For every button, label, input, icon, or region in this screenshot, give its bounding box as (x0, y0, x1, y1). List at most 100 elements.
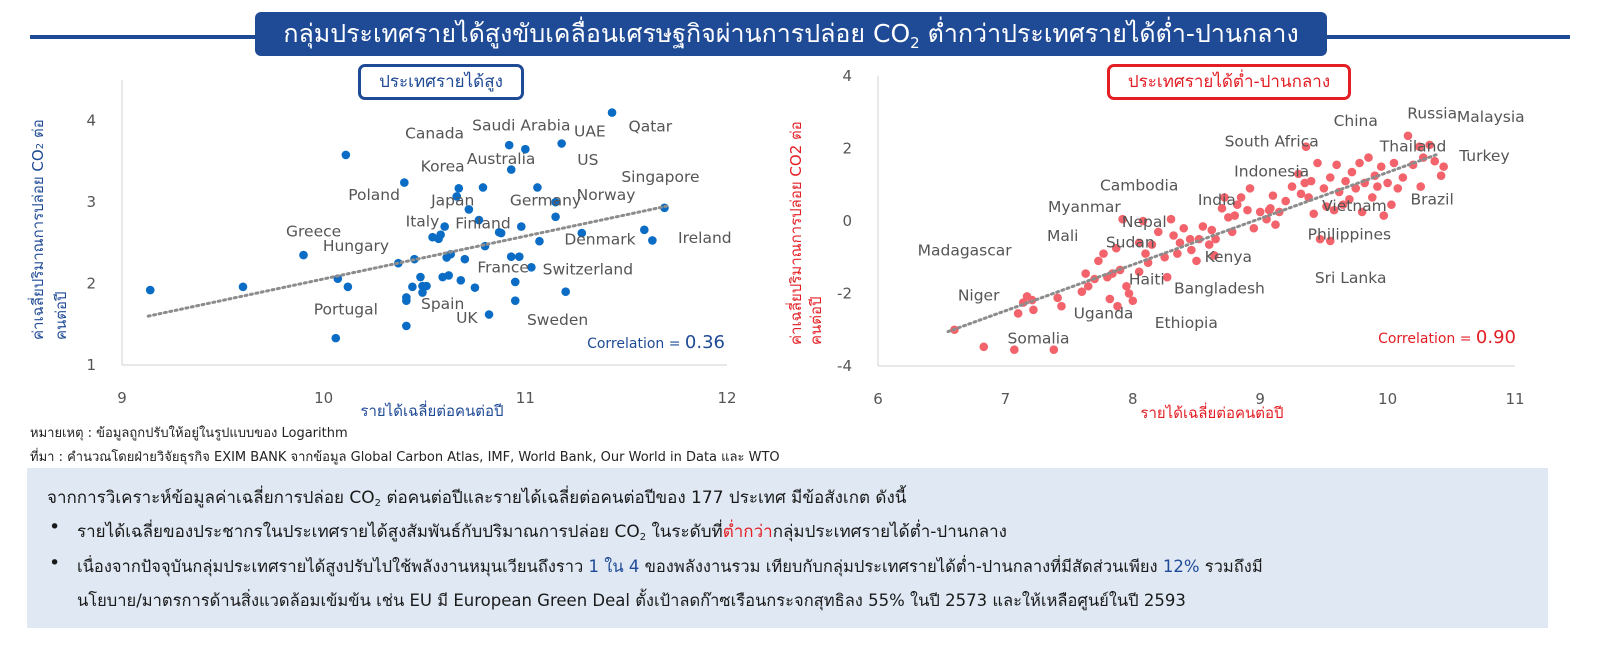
right-data-point (1173, 249, 1182, 258)
right-correlation-label: Correlation = (1378, 331, 1476, 347)
right-country-label: China (1334, 112, 1378, 130)
left-data-point (343, 282, 353, 292)
right-y-tick-label: 0 (842, 212, 852, 230)
right-data-point (1134, 267, 1144, 277)
left-data-point (557, 139, 566, 148)
right-data-point (1347, 167, 1357, 177)
title-text: กลุ่มประเทศรายได้สูงขับเคลื่อนเศรษฐกิจผ่… (283, 19, 911, 48)
bullet-2-marker: • (49, 552, 61, 574)
right-data-point (1368, 193, 1377, 202)
left-x-tick-label: 12 (717, 389, 736, 407)
left-data-point (341, 150, 351, 160)
right-data-point (1053, 293, 1062, 303)
left-data-point (454, 184, 464, 193)
left-data-point (331, 333, 341, 343)
left-country-label: Japan (430, 192, 474, 210)
right-data-point (1204, 240, 1214, 249)
right-data-point (1376, 162, 1386, 171)
right-data-point (1134, 238, 1144, 248)
right-data-point (1166, 214, 1176, 224)
right-data-point (1271, 220, 1280, 229)
left-data-point (535, 236, 544, 246)
right-country-label: Thailand (1379, 138, 1447, 156)
right-data-point (1122, 281, 1131, 291)
right-country-label: Bangladesh (1174, 279, 1265, 297)
summary-intro: จากการวิเคราะห์ข้อมูลค่าเฉลี่ยการปล่อย C… (47, 488, 907, 509)
left-y-tick-label: 3 (86, 193, 96, 211)
remark-note: หมายเหตุ : ข้อมูลถูกปรับให้อยู่ในรูปแบบข… (30, 426, 348, 441)
right-data-point (1118, 214, 1127, 224)
right-data-point (1185, 234, 1195, 244)
left-country-label: Saudi Arabia (472, 117, 570, 135)
right-data-point (1245, 184, 1255, 193)
left-country-label: Spain (421, 295, 464, 313)
left-country-label: Sweden (527, 311, 588, 329)
right-data-point (1315, 234, 1325, 244)
right-country-label: India (1198, 191, 1236, 209)
right-data-point (1138, 216, 1148, 226)
right-data-point (1287, 182, 1297, 191)
right-data-point (1162, 272, 1172, 282)
right-data-point (1013, 309, 1023, 318)
left-data-point (440, 222, 449, 231)
right-data-point (1341, 176, 1350, 186)
right-data-point (1425, 140, 1434, 150)
right-data-point (1094, 256, 1103, 266)
left-country-label: Canada (405, 125, 464, 143)
right-data-point (1207, 225, 1217, 235)
right-data-point (1329, 205, 1339, 215)
right-correlation-value: 0.90 (1476, 327, 1516, 348)
right-data-point (1338, 200, 1348, 209)
right-data-point (1296, 189, 1306, 199)
right-country-label: Russia (1407, 105, 1457, 123)
right-country-label: Kenya (1205, 248, 1252, 266)
right-data-point (1169, 231, 1178, 240)
right-data-point (1083, 281, 1093, 291)
right-x-axis-title: รายได้เฉลี่ยต่อคนต่อปี (1140, 402, 1283, 422)
right-country-label: Uganda (1074, 304, 1134, 322)
left-data-point (510, 277, 520, 287)
right-data-point (1325, 173, 1335, 182)
right-data-point (1345, 194, 1354, 204)
right-data-point (1398, 173, 1408, 182)
right-country-label: Sri Lanka (1315, 269, 1387, 287)
right-data-point (1147, 240, 1157, 249)
right-trend-line (946, 152, 1441, 334)
right-x-tick-label: 11 (1505, 390, 1524, 408)
left-data-point (640, 225, 649, 235)
left-data-point (400, 178, 409, 187)
right-x-tick-label: 10 (1378, 390, 1397, 408)
right-data-point (1192, 256, 1201, 266)
right-data-point (1057, 301, 1066, 311)
right-country-label: South Africa (1225, 132, 1319, 150)
right-data-point (1403, 131, 1413, 141)
right-country-label: Sudan (1106, 233, 1155, 251)
right-data-point (1416, 182, 1426, 191)
left-country-label: Greece (286, 222, 341, 240)
right-data-point (1124, 289, 1134, 298)
right-country-label: Mali (1047, 227, 1078, 245)
right-country-label: Myanmar (1048, 198, 1121, 216)
right-data-point (1439, 162, 1448, 171)
left-country-label: Korea (421, 157, 465, 175)
right-data-point (1010, 345, 1019, 354)
left-data-point (517, 222, 526, 231)
right-data-point (1113, 301, 1122, 311)
left-data-point (474, 215, 484, 225)
left-data-point (452, 192, 462, 201)
right-country-label: Brazil (1411, 190, 1454, 208)
right-data-point (1249, 223, 1259, 233)
left-data-point (470, 283, 480, 292)
right-data-point (1373, 182, 1382, 191)
right-data-point (1325, 236, 1335, 246)
right-x-tick-label: 9 (1255, 390, 1265, 408)
left-data-point (408, 282, 417, 292)
summary-bullet-2: เนื่องจากปัจจุบันกลุ่มประเทศรายได้สูงปรั… (77, 557, 1263, 576)
right-data-point (1430, 156, 1440, 166)
left-data-point (551, 212, 560, 222)
left-country-label: Hungary (323, 237, 389, 255)
right-data-point (1332, 160, 1341, 170)
left-y-tick-label: 1 (86, 356, 96, 374)
left-data-point (607, 108, 617, 117)
right-data-point (1141, 249, 1150, 258)
